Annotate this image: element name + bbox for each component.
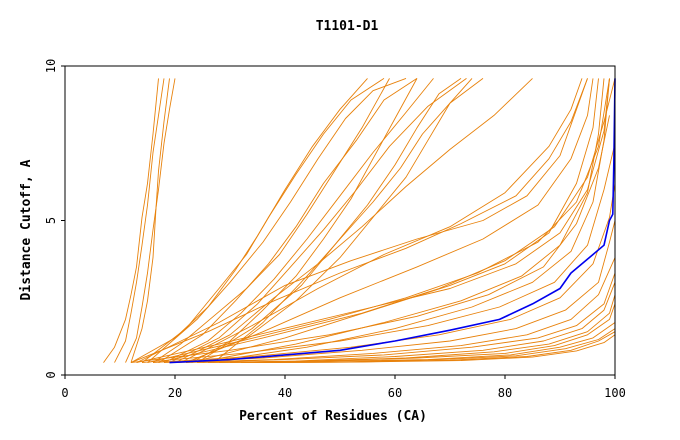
x-tick-label: 40 [278, 386, 292, 400]
x-tick-label: 80 [498, 386, 512, 400]
series-line-model-20 [152, 183, 616, 364]
series-line-model-5 [130, 78, 368, 363]
series-line-model-34 [130, 78, 588, 364]
series-line-model-33 [158, 78, 616, 364]
series-line-model-21 [163, 220, 616, 364]
series-line-model-19 [141, 143, 616, 364]
series-line-model-36 [196, 78, 462, 363]
series-line-model-10 [163, 78, 434, 364]
series-line-model-30 [262, 334, 616, 364]
series-line-model-38 [213, 78, 484, 363]
x-axis-label: Percent of Residues (CA) [239, 409, 427, 424]
x-tick-label: 0 [61, 386, 68, 400]
x-tick-label: 20 [168, 386, 182, 400]
series-line-model-13 [180, 78, 583, 363]
plot-frame [64, 65, 616, 376]
series-line-highlight [169, 78, 616, 364]
series-line-model-7 [147, 77, 407, 363]
series-line-model-22 [174, 257, 616, 364]
y-axis-ticks: 0 5 10 [44, 59, 65, 379]
series-line-model-1 [103, 78, 159, 363]
series-line-model-8 [152, 78, 390, 363]
series-line-model-31 [136, 78, 610, 364]
series-line-model-15 [191, 78, 599, 364]
series-line-model-14 [185, 78, 594, 364]
series-line-model-9 [158, 78, 418, 363]
series-line-model-18 [130, 115, 610, 364]
x-tick-label: 60 [388, 386, 402, 400]
series-line-model-11 [169, 78, 467, 364]
y-tick-label: 0 [44, 371, 58, 378]
series-line-model-17 [202, 78, 610, 364]
plot-lines [103, 77, 616, 364]
series-line-model-6 [141, 78, 385, 363]
y-tick-label: 10 [44, 59, 58, 73]
series-line-model-12 [174, 78, 533, 364]
series-line-model-24 [196, 282, 616, 364]
series-line-model-35 [136, 78, 588, 364]
x-axis-ticks: 0 20 40 60 80 100 [61, 375, 626, 400]
series-line-model-2 [114, 78, 165, 363]
x-tick-label: 100 [604, 386, 626, 400]
series-line-model-4 [130, 78, 170, 363]
chart-title: T1101-D1 [316, 19, 379, 34]
y-tick-label: 5 [44, 217, 58, 224]
series-line-model-39 [191, 78, 418, 363]
series-line-model-3 [125, 78, 176, 363]
y-axis-label: Distance Cutoff, A [19, 159, 34, 300]
series-line-model-23 [185, 272, 616, 364]
series-line-model-37 [185, 78, 473, 364]
series-line-model-27 [229, 322, 616, 364]
